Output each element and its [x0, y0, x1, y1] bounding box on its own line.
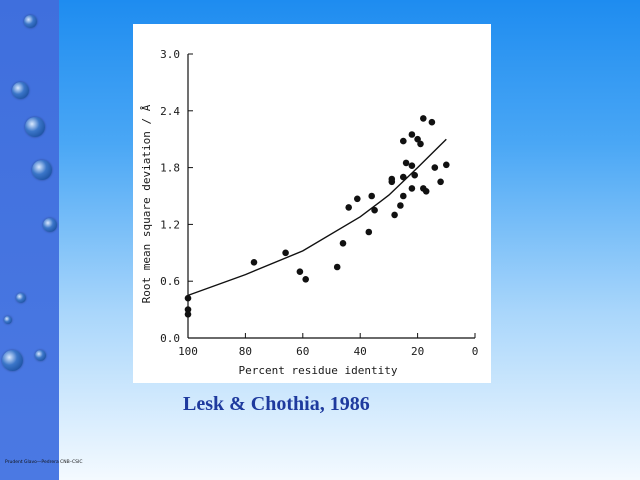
data-point	[420, 115, 427, 122]
data-point	[437, 178, 444, 186]
bubble-icon	[25, 117, 45, 137]
data-point	[402, 159, 410, 167]
x-tick-label: 20	[411, 345, 424, 358]
x-tick-label: 80	[239, 345, 252, 358]
data-point	[431, 164, 439, 171]
y-tick-label: 2.4	[160, 105, 180, 118]
bubble-icon	[2, 350, 23, 371]
data-point	[422, 188, 430, 195]
y-tick-label: 1.8	[160, 162, 180, 175]
data-point	[296, 268, 304, 275]
bubble-icon	[32, 160, 52, 180]
x-tick-label: 0	[472, 345, 479, 358]
bubble-icon	[16, 293, 26, 303]
y-tick-label: 0.6	[160, 275, 180, 288]
x-tick-label: 60	[296, 345, 309, 358]
chart-axes	[187, 54, 475, 339]
data-point	[371, 206, 378, 214]
figure-caption: Lesk & Chothia, 1986	[183, 393, 370, 415]
data-point	[408, 162, 416, 169]
trend-line	[187, 138, 447, 297]
data-point	[250, 259, 258, 266]
y-tick-label: 1.2	[160, 218, 180, 231]
data-point	[333, 263, 341, 271]
bubble-icon	[43, 218, 57, 232]
data-point	[417, 140, 424, 148]
data-point	[397, 202, 404, 209]
side-strip	[0, 0, 59, 480]
data-point	[302, 276, 309, 283]
data-point	[428, 118, 436, 126]
footer-note: Prudent Glavo—Pedrera CNB–CSIC	[5, 460, 83, 465]
x-tick-label: 100	[178, 345, 198, 358]
y-tick-label: 3.0	[160, 48, 180, 61]
data-point	[184, 311, 192, 318]
data-point	[400, 137, 407, 145]
data-point	[282, 249, 289, 257]
data-point	[339, 240, 347, 247]
y-tick-label: 0.0	[160, 332, 180, 345]
data-point	[388, 178, 396, 186]
bubble-icon	[4, 316, 12, 324]
data-point	[345, 204, 352, 211]
data-point	[184, 294, 192, 302]
data-point	[408, 131, 416, 138]
data-points	[184, 115, 450, 318]
data-point	[443, 161, 450, 169]
data-point	[368, 192, 375, 200]
data-point	[391, 211, 398, 219]
data-point	[354, 195, 361, 203]
data-point	[365, 228, 373, 236]
x-tick-label: 40	[354, 345, 367, 358]
data-point	[184, 306, 192, 313]
figure-panel: 0.0 0.6 1.2 1.8 2.4 3.0 100 80 60 40 20 0 Percent r…	[133, 24, 491, 383]
data-point	[400, 192, 407, 200]
data-point	[411, 171, 419, 179]
y-axis-label: Root mean square deviation / Å	[140, 104, 153, 303]
chart-ticks: 0.0 0.6 1.2 1.8 2.4 3.0 100 80 60 40 20 0	[160, 48, 478, 358]
x-axis-label: Percent residue identity	[239, 364, 398, 377]
bubble-icon	[24, 15, 37, 28]
bubble-icon	[12, 82, 29, 99]
data-point	[400, 173, 407, 181]
bubble-icon	[35, 350, 46, 361]
data-point	[408, 185, 416, 192]
scatter-chart: 0.0 0.6 1.2 1.8 2.4 3.0 100 80 60 40 20 0 Percent r…	[140, 48, 478, 377]
